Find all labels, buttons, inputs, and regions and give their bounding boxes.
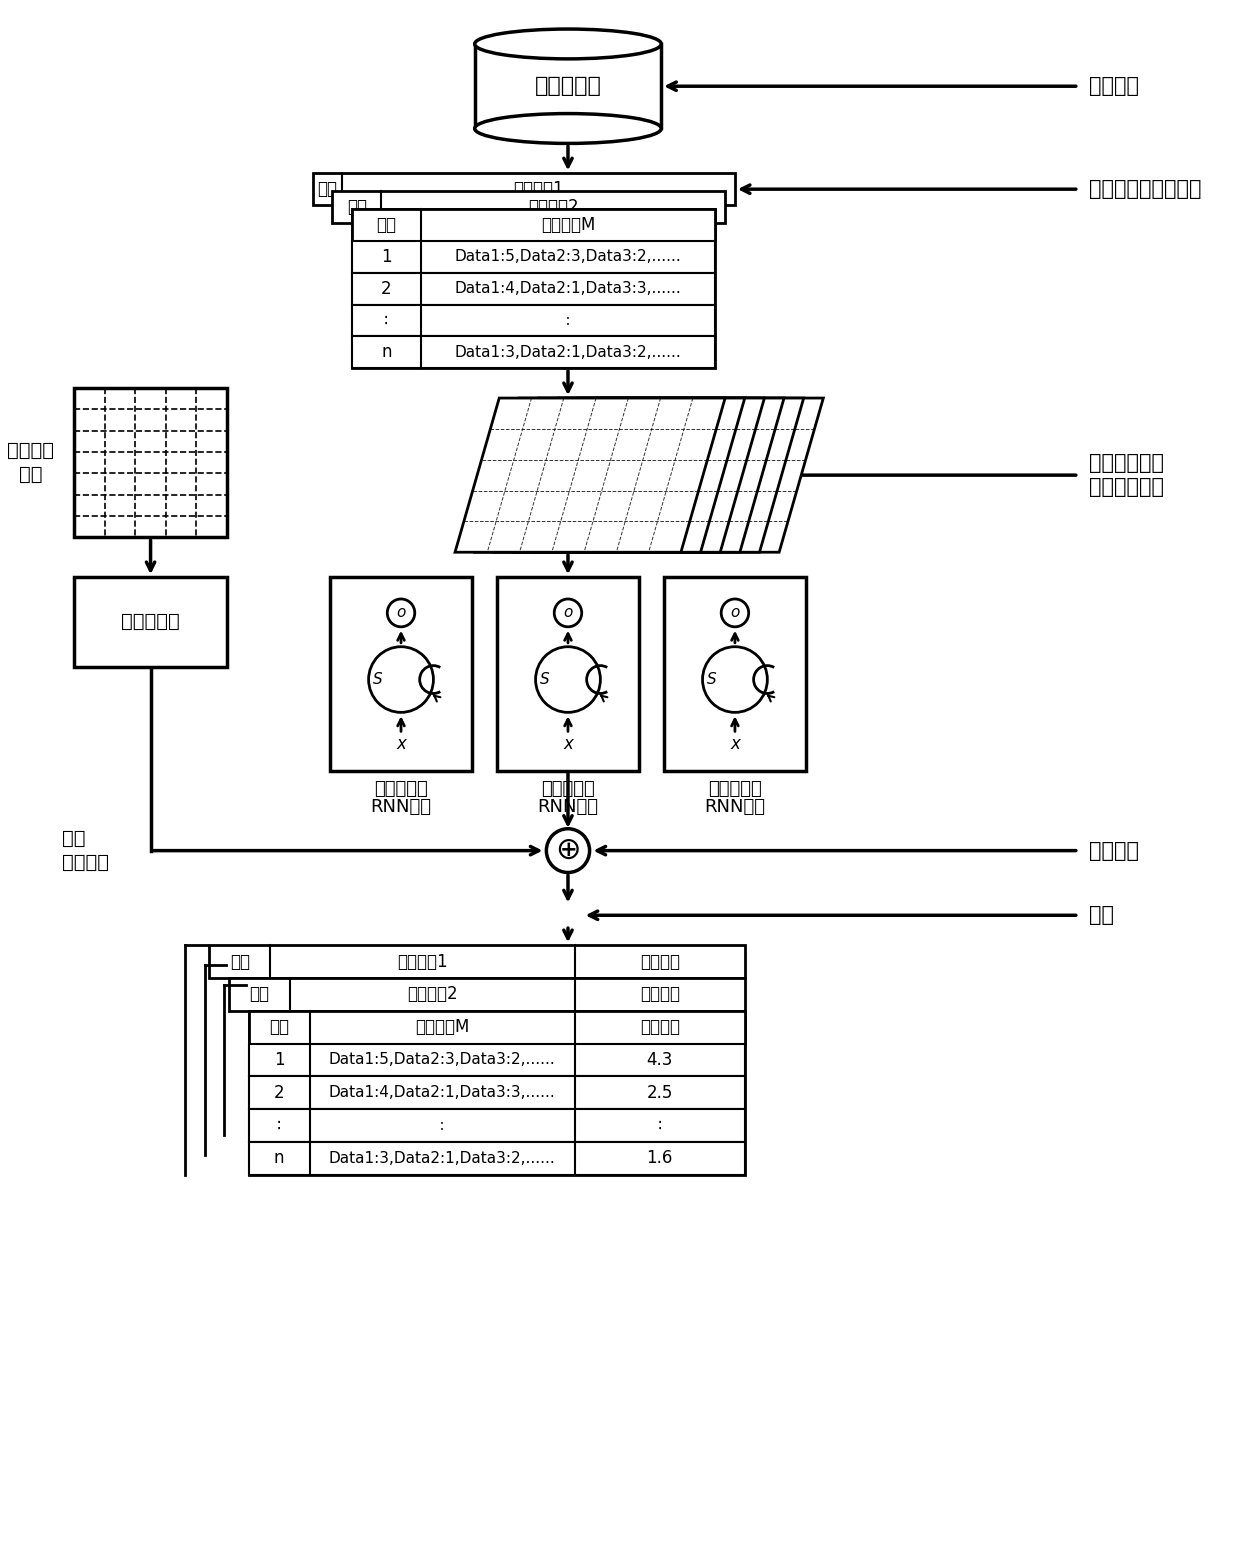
Bar [330,578,472,771]
Text: x: x [396,735,405,754]
Text: 1: 1 [274,1051,284,1069]
Bar [249,1044,745,1077]
Bar [663,578,806,771]
Bar [352,209,715,368]
Text: 2.5: 2.5 [646,1083,673,1102]
Text: 用户: 用户 [347,198,367,215]
Text: RNN模型: RNN模型 [537,798,599,816]
Text: 模型融合: 模型融合 [1089,841,1138,860]
Polygon shape [513,398,784,553]
Text: 预测结果: 预测结果 [640,985,680,1004]
Polygon shape [495,398,764,553]
Text: 1: 1 [381,248,392,265]
Polygon shape [455,398,725,553]
Bar [497,578,639,771]
Text: 用户: 用户 [269,1018,289,1037]
Bar [249,1143,745,1175]
Text: o: o [397,606,405,620]
Bar [475,44,661,128]
Text: 2: 2 [381,279,392,298]
Text: 用户: 用户 [249,985,269,1004]
Text: n: n [274,1149,284,1168]
Text: ∶: ∶ [565,312,570,328]
Text: ⊕: ⊕ [556,837,580,865]
Text: 预测结果: 预测结果 [640,952,680,971]
Text: S: S [707,673,717,687]
Ellipse shape [475,30,661,59]
Text: x: x [730,735,740,754]
Text: ∶: ∶ [277,1116,281,1135]
Text: 周期性依赖: 周期性依赖 [541,780,595,798]
Text: o: o [730,606,739,620]
Bar [249,1110,745,1143]
Text: 用电特征1: 用电特征1 [513,180,564,198]
Text: ∶: ∶ [384,312,388,329]
Text: o: o [563,606,573,620]
Text: 用户: 用户 [317,180,337,198]
Text: Data1:3,Data2:1,Data3:2,......: Data1:3,Data2:1,Data3:2,...... [455,345,681,359]
Text: 外部因素: 外部因素 [62,852,109,873]
Text: 用电特征M: 用电特征M [415,1018,470,1037]
Text: Data1:5,Data2:3,Data3:2,......: Data1:5,Data2:3,Data3:2,...... [329,1052,556,1068]
Bar [352,273,715,304]
Text: S: S [373,673,382,687]
Bar [249,1077,745,1110]
Bar [352,336,715,368]
Text: RNN模型: RNN模型 [704,798,765,816]
Text: 数据预测模型: 数据预测模型 [1089,478,1163,496]
Bar [352,209,715,240]
Bar [312,173,735,204]
Text: 用电特征1: 用电特征1 [397,952,448,971]
Bar [352,240,715,273]
Polygon shape [553,398,823,553]
Bar [74,578,227,667]
Text: 用电特征2: 用电特征2 [407,985,458,1004]
Text: 4.3: 4.3 [646,1051,673,1069]
Bar [332,190,725,223]
Polygon shape [475,398,745,553]
Text: 用电特征2: 用电特征2 [528,198,579,215]
Text: Data1:3,Data2:1,Data3:2,......: Data1:3,Data2:1,Data3:2,...... [329,1150,556,1166]
Text: 用户: 用户 [376,215,397,234]
Text: 数据处理: 数据处理 [1089,76,1138,97]
Bar [74,389,227,537]
Ellipse shape [475,114,661,144]
Text: 用户: 用户 [229,952,250,971]
Polygon shape [533,398,804,553]
Text: 构建用电时序: 构建用电时序 [1089,453,1163,473]
Text: RNN模型: RNN模型 [371,798,432,816]
Text: 1.6: 1.6 [646,1149,673,1168]
Bar [249,1012,745,1044]
Text: Data1:4,Data2:1,Data3:3,......: Data1:4,Data2:1,Data3:3,...... [329,1085,556,1101]
Text: 全连接网络: 全连接网络 [122,612,180,631]
Text: 2: 2 [274,1083,284,1102]
Text: Data1:4,Data2:1,Data3:3,......: Data1:4,Data2:1,Data3:3,...... [455,281,681,297]
Text: 矩阵: 矩阵 [19,465,42,484]
Bar [210,944,745,977]
Text: 外部因素: 外部因素 [6,442,53,460]
Text: 多时间尺度矩阵构建: 多时间尺度矩阵构建 [1089,180,1202,200]
Text: 短期性依赖: 短期性依赖 [374,780,428,798]
Text: 引入: 引入 [62,829,86,848]
Text: S: S [539,673,549,687]
Text: 长期性依赖: 长期性依赖 [708,780,761,798]
Bar [229,977,745,1012]
Text: 预测结果: 预测结果 [640,1018,680,1037]
Text: x: x [563,735,573,754]
Text: 用电数据库: 用电数据库 [534,76,601,97]
Text: n: n [381,343,392,361]
Text: 预测: 预测 [1089,905,1114,926]
Text: ∶: ∶ [440,1118,444,1133]
Text: Data1:5,Data2:3,Data3:2,......: Data1:5,Data2:3,Data3:2,...... [455,250,681,264]
Text: ∶: ∶ [657,1116,662,1135]
Bar [249,1012,745,1175]
Bar [352,304,715,336]
Text: 用电特征M: 用电特征M [541,215,595,234]
